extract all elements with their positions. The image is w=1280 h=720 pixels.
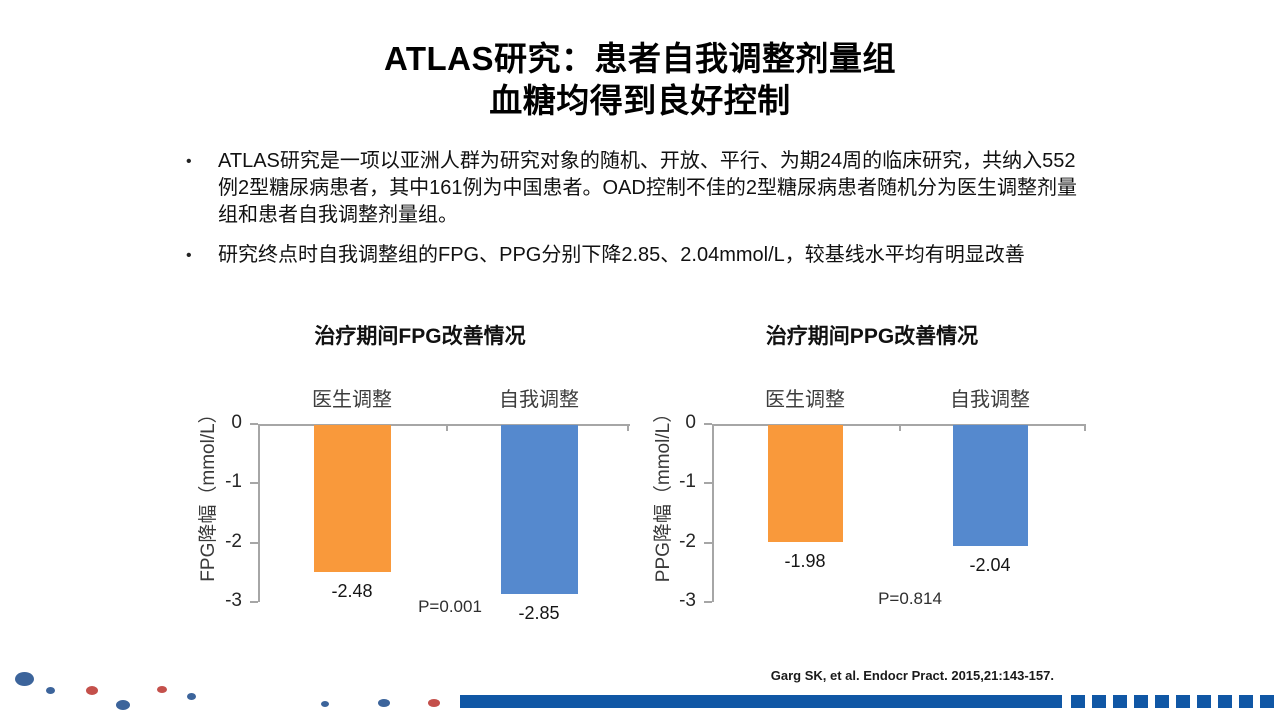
- bullet-list: • ATLAS研究是一项以亚洲人群为研究对象的随机、开放、平行、为期24周的临床…: [186, 148, 1091, 282]
- fpg-x-tick: [446, 424, 448, 431]
- decorative-dot: [86, 685, 98, 695]
- slide-title: ATLAS研究：患者自我调整剂量组 血糖均得到良好控制: [0, 38, 1280, 122]
- fpg-y-tick: [250, 600, 258, 603]
- ppg-p-value: P=0.814: [878, 589, 942, 608]
- decorative-dot: [116, 700, 130, 710]
- fpg-y-axis: [258, 424, 260, 602]
- bullet-item-endpoint: • 研究终点时自我调整组的FPG、PPG分别下降2.85、2.04mmol/L，…: [186, 242, 1091, 269]
- bullet-item-study-design: • ATLAS研究是一项以亚洲人群为研究对象的随机、开放、平行、为期24周的临床…: [186, 148, 1091, 229]
- decorative-dot: [428, 699, 440, 707]
- fpg-value-label-doctor-adjusted: -2.48: [331, 581, 373, 602]
- slide-title-line1: ATLAS研究：患者自我调整剂量组: [383, 40, 897, 77]
- footer-bar: [460, 695, 1062, 708]
- fpg-bar-self-adjusted: [500, 425, 578, 594]
- ppg-x-tick: [1084, 424, 1086, 431]
- ppg-y-tick: [704, 423, 712, 425]
- ppg-x-tick: [899, 424, 901, 431]
- decorative-dot: [45, 686, 55, 694]
- footer-dash-square: [1071, 695, 1085, 708]
- bullet-icon: •: [186, 247, 192, 264]
- fpg-bar-doctor-adjusted: [313, 425, 391, 573]
- fpg-y-axis-label: FPG降幅（mmol/L）: [198, 404, 219, 582]
- ppg-y-tick-label: -3: [679, 589, 696, 611]
- footer-dash-square: [1155, 695, 1169, 708]
- bullet-text-study-design: ATLAS研究是一项以亚洲人群为研究对象的随机、开放、平行、为期24周的临床研究…: [218, 150, 1077, 226]
- ppg-y-tick: [704, 482, 712, 485]
- bullet-text-endpoint: 研究终点时自我调整组的FPG、PPG分别下降2.85、2.04mmol/L，较基…: [218, 244, 1025, 266]
- footer-dash-square: [1197, 695, 1211, 708]
- footer-dash-square: [1260, 695, 1274, 708]
- fpg-y-tick: [250, 423, 258, 425]
- bullet-icon: •: [186, 153, 192, 170]
- footer-dash-square: [1218, 695, 1232, 708]
- footer-dash-square: [1239, 695, 1253, 708]
- citation-reference: Garg SK, et al. Endocr Pract. 2015,21:14…: [770, 668, 1054, 683]
- ppg-x-axis: [712, 424, 1085, 426]
- fpg-value-label-self-adjusted: -2.85: [518, 603, 560, 623]
- fpg-y-tick-label: -1: [225, 471, 242, 493]
- fpg-category-doctor-adjusted: 医生调整: [312, 389, 392, 411]
- decorative-dot: [378, 699, 390, 707]
- fpg-y-tick-label: -2: [225, 530, 242, 552]
- ppg-category-doctor-adjusted: 医生调整: [765, 389, 845, 411]
- fpg-category-self-adjusted: 自我调整: [499, 389, 579, 411]
- ppg-bar-doctor-adjusted: [767, 425, 843, 543]
- ppg-bar-self-adjusted: [952, 425, 1028, 546]
- ppg-y-axis: [712, 424, 714, 602]
- decorative-dot: [186, 692, 196, 700]
- ppg-y-tick-label: 0: [685, 412, 696, 433]
- fpg-y-tick: [250, 482, 258, 485]
- ppg-y-tick-label: -2: [679, 530, 696, 552]
- fpg-y-tick-label: 0: [231, 412, 242, 433]
- footer-dash-square: [1134, 695, 1148, 708]
- ppg-y-tick: [704, 541, 712, 544]
- fpg-y-tick: [250, 541, 258, 544]
- fpg-x-axis: [258, 424, 630, 426]
- ppg-y-tick-label: -1: [679, 471, 696, 493]
- slide-title-line2: 血糖均得到良好控制: [489, 82, 791, 119]
- footer-dash-square: [1176, 695, 1190, 708]
- ppg-chart-title: 治疗期间PPG改善情况: [765, 325, 979, 348]
- ppg-value-label-doctor-adjusted: -1.98: [784, 551, 826, 572]
- ppg-value-label-self-adjusted: -2.04: [969, 554, 1011, 575]
- fpg-x-tick: [627, 424, 629, 431]
- decorative-dot: [14, 672, 34, 686]
- footer-dash-square: [1113, 695, 1127, 708]
- decorative-dot: [321, 701, 329, 707]
- ppg-category-self-adjusted: 自我调整: [950, 389, 1030, 411]
- ppg-y-tick: [704, 600, 712, 603]
- fpg-y-tick-label: -3: [225, 589, 242, 611]
- ppg-y-axis-label: PPG降幅（mmol/L）: [653, 403, 674, 583]
- footer-dash-square: [1092, 695, 1106, 708]
- fpg-p-value: P=0.001: [418, 597, 482, 616]
- fpg-chart-title: 治疗期间FPG改善情况: [314, 325, 526, 348]
- decorative-dot: [157, 685, 167, 693]
